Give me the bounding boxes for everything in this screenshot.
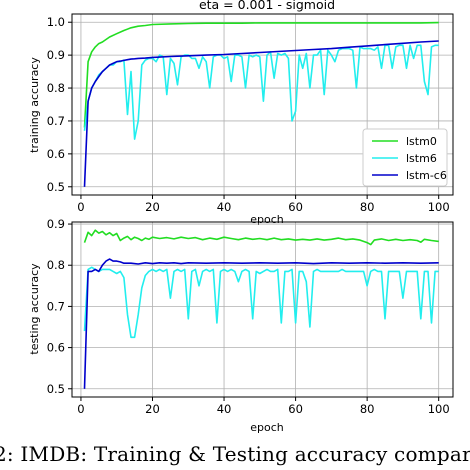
grid [72, 222, 453, 397]
x-tick-label: 0 [77, 200, 84, 214]
y-tick-label: 0.8 [47, 258, 65, 272]
x-axis-label: epoch [250, 421, 284, 434]
testing-accuracy-chart: 0 20 40 60 80 100 0.5 0.6 0.7 0.8 0.9 epoch testin… [28, 217, 454, 434]
y-axis-label: training accuracy [28, 57, 41, 153]
x-tick-label: 20 [145, 402, 160, 416]
y-axis-label: testing accuracy [28, 263, 41, 355]
y-tick-label: 0.9 [47, 217, 65, 231]
y-tick-label: 0.8 [47, 81, 65, 95]
y-tick-label: 0.5 [47, 180, 65, 194]
y-tick-label: 0.6 [47, 147, 65, 161]
legend-label-lstm0: lstm0 [406, 135, 437, 148]
training-accuracy-chart: eta = 0.001 - sigmoid 0 20 40 60 80 100 0.5 0.6… [28, 0, 454, 226]
x-tick-label: 40 [217, 200, 232, 214]
chart-title: eta = 0.001 - sigmoid [199, 0, 335, 12]
y-tick-label: 0.5 [47, 382, 65, 396]
x-axis-label: epoch [250, 213, 284, 226]
x-tick-label: 40 [217, 402, 232, 416]
series-line-lstm-c6 [83, 258, 439, 389]
legend-label-lstm-c6: lstm-c6 [406, 169, 447, 182]
x-tick-label: 60 [288, 402, 303, 416]
series-line-lstm0 [83, 229, 439, 246]
legend-box [362, 128, 448, 187]
figure-caption: 2: IMDB: Training & Testing accuracy com… [0, 442, 470, 466]
y-tick-label: 0.6 [47, 341, 65, 355]
series-line-lstm0 [83, 21, 439, 128]
x-tick-label: 100 [428, 200, 450, 214]
y-tick-label: 0.9 [47, 48, 65, 62]
x-tick-label: 60 [288, 200, 303, 214]
series-lines [83, 229, 439, 389]
x-tick-label: 20 [145, 200, 160, 214]
x-tick-label: 100 [428, 402, 450, 416]
y-tick-label: 0.7 [47, 299, 65, 313]
series-line-lstm6 [83, 266, 439, 339]
grid [72, 14, 453, 195]
y-tick-label: 0.7 [47, 114, 65, 128]
x-tick-label: 80 [360, 402, 375, 416]
x-tick-label: 80 [360, 200, 375, 214]
x-tick-label: 0 [77, 402, 84, 416]
series-line-lstm6 [83, 44, 439, 140]
legend: lstm0 lstm6 lstm-c6 [362, 128, 448, 187]
series-lines [83, 21, 439, 187]
figure: eta = 0.001 - sigmoid 0 20 40 60 80 100 0.5 0.6… [28, 0, 454, 434]
axis-ticks: 0 20 40 60 80 100 0.5 0.6 0.7 0.8 0.9 [47, 217, 450, 416]
legend-label-lstm6: lstm6 [406, 152, 437, 165]
y-tick-label: 1.0 [47, 15, 65, 29]
axis-ticks: 0 20 40 60 80 100 0.5 0.6 0.7 0.8 0.9 1.0 [47, 15, 450, 214]
plot-frame [71, 13, 454, 196]
plot-frame [71, 221, 454, 398]
series-line-lstm-c6 [83, 40, 439, 187]
